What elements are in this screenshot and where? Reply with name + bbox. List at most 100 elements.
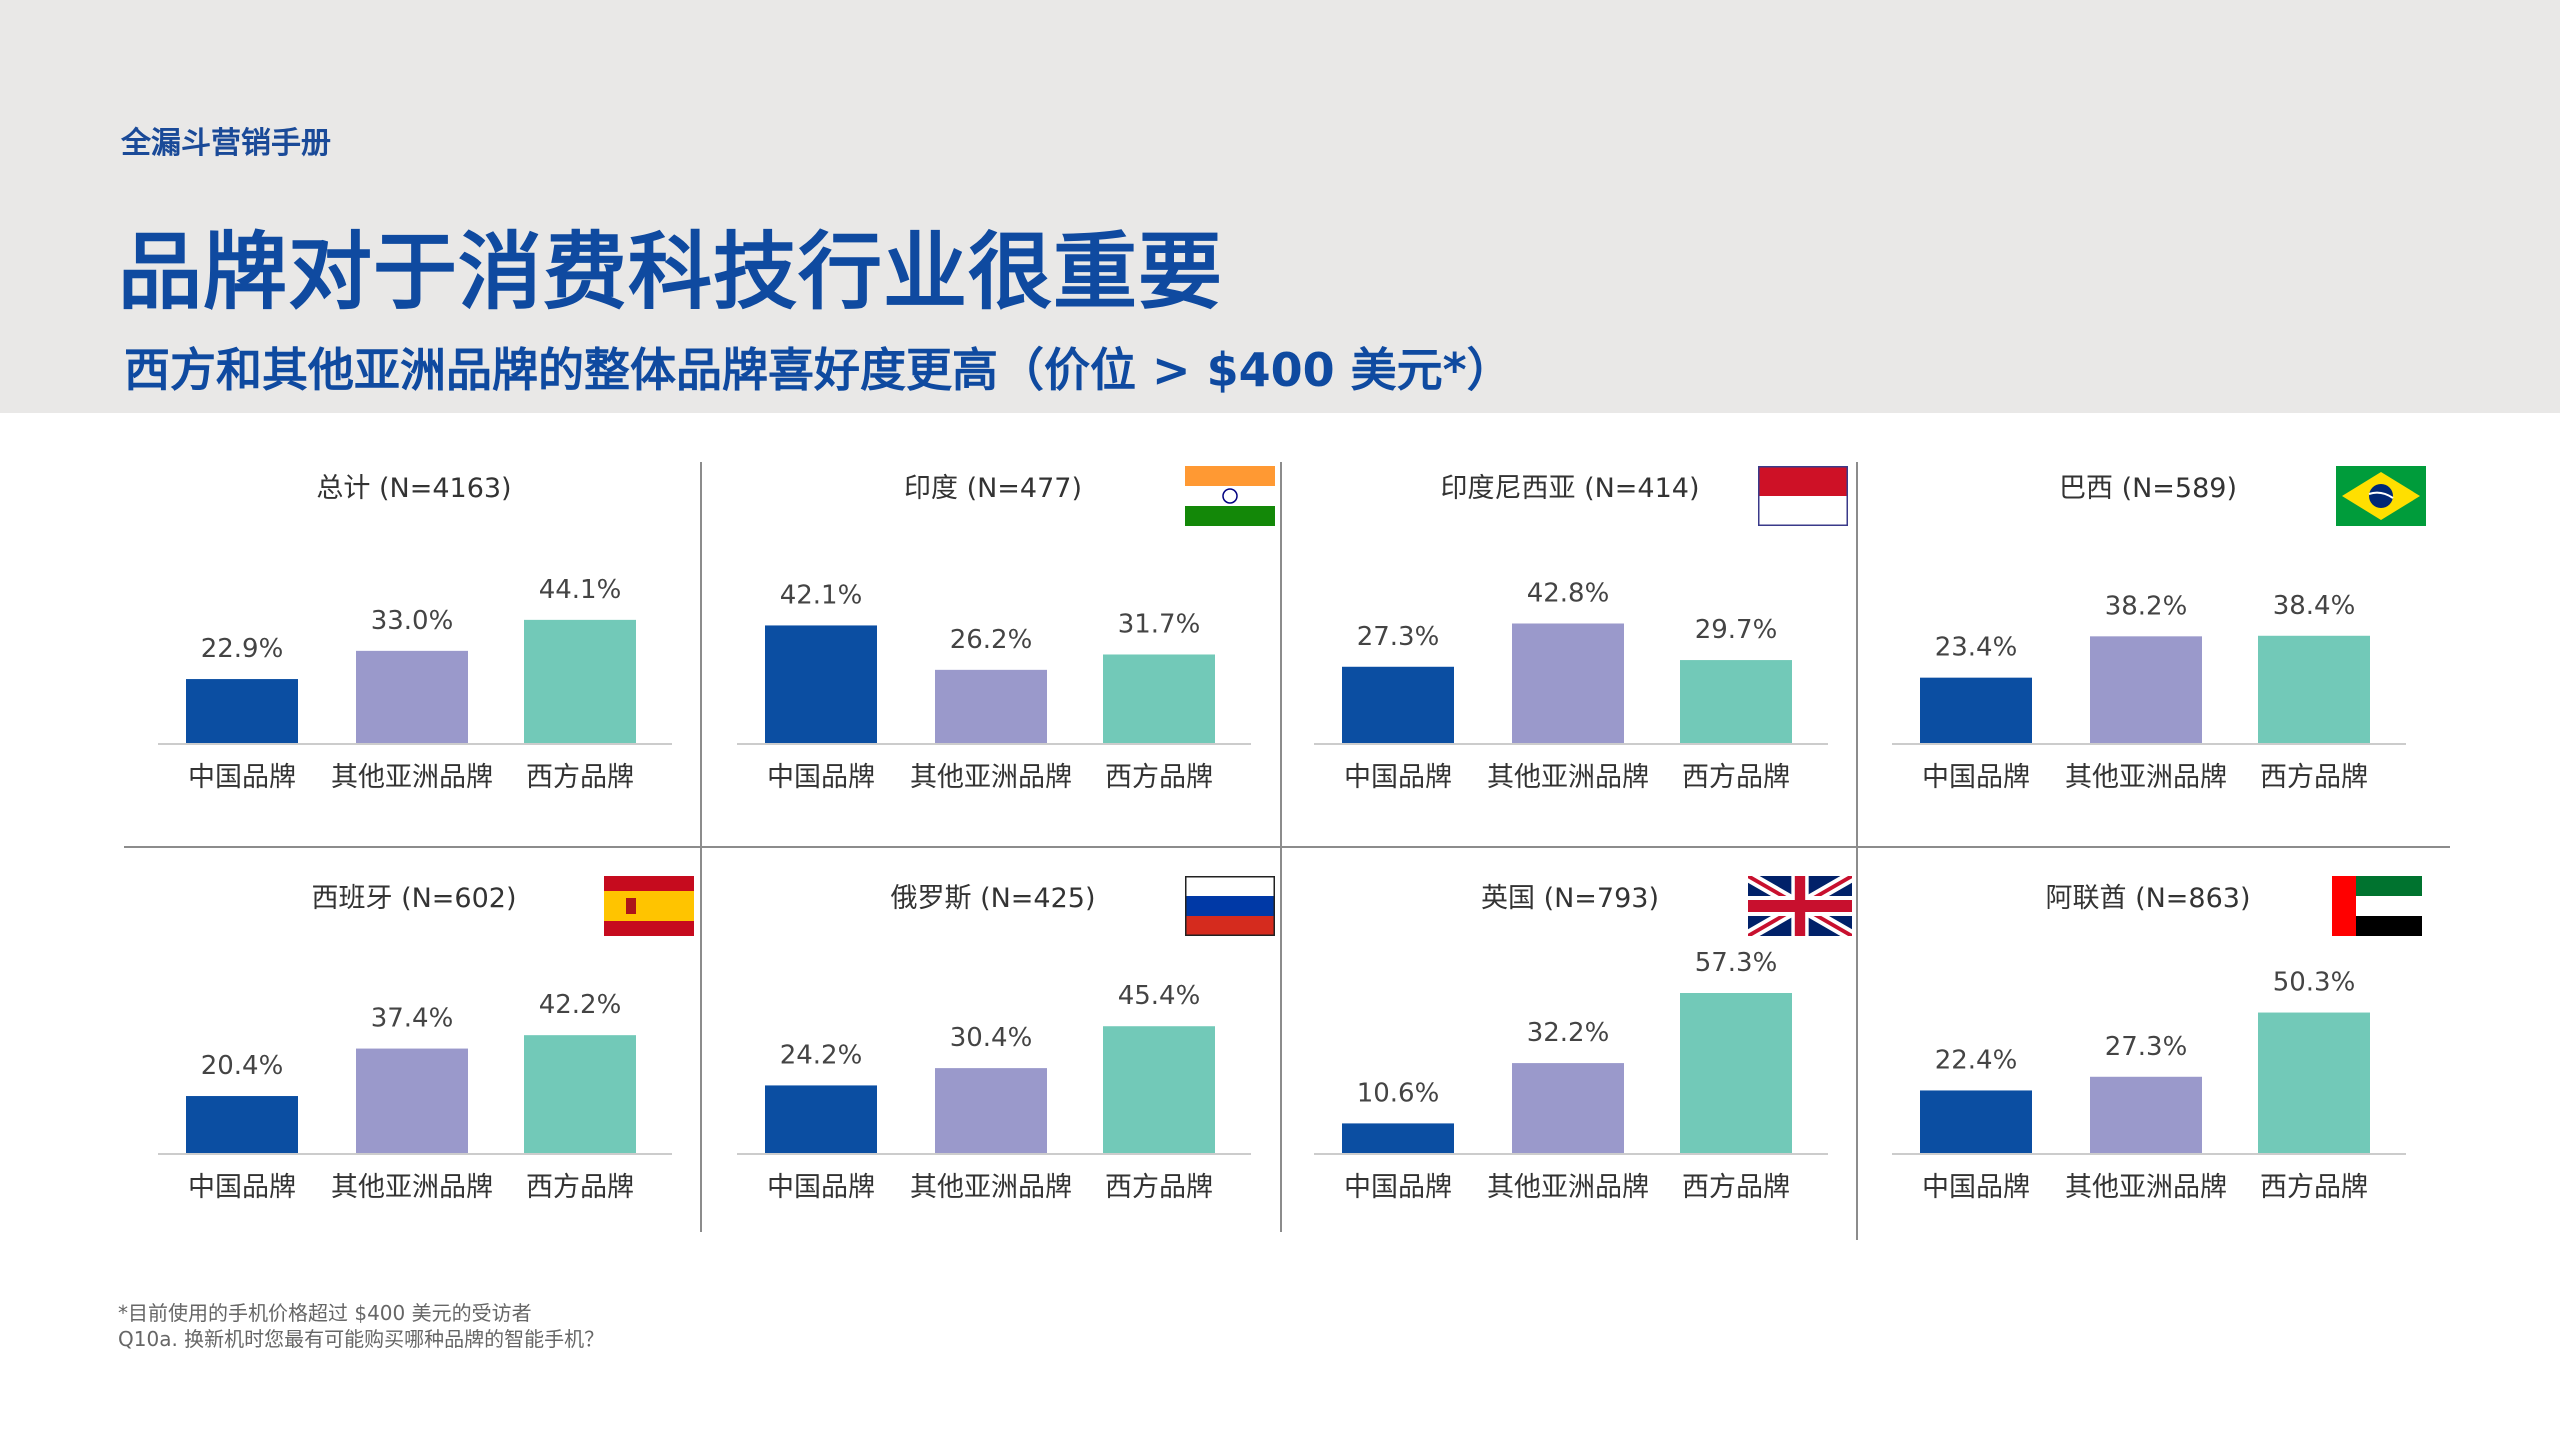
bar-chinese [765, 625, 877, 743]
category-label: 其他亚洲品牌 [910, 762, 1072, 793]
category-label: 其他亚洲品牌 [910, 1172, 1072, 1203]
panel-spain: 西班牙 (N=602) 20.4% 中国品牌 37.4% 其他亚洲品牌 42.2% 西方品… [124, 876, 704, 1276]
panel-title: 西班牙 (N=602) [311, 883, 517, 914]
footnote-question: Q10a. 换新机时您最有可能购买哪种品牌的智能手机？ [118, 1327, 605, 1351]
panel-russia: 俄罗斯 (N=425) 24.2% 中国品牌 30.4% 其他亚洲品牌 45.4% 西方品… [703, 876, 1283, 1276]
bar-western [1103, 1026, 1215, 1153]
header-band: 全漏斗营销手册 品牌对于消费科技行业很重要 西方和其他亚洲品牌的整体品牌喜好度更… [0, 0, 2560, 413]
bar-chinese [1920, 1090, 2032, 1153]
data-label: 38.4% [2273, 591, 2356, 621]
category-label: 其他亚洲品牌 [1487, 1172, 1649, 1203]
bar-other-asian [1512, 623, 1624, 743]
panel-uae: 阿联酋 (N=863) 22.4% 中国品牌 27.3% 其他亚洲品牌 50.3% 西方品… [1858, 876, 2438, 1276]
category-label: 中国品牌 [188, 762, 296, 793]
data-label: 27.3% [1357, 622, 1440, 652]
bar-chinese [1342, 666, 1454, 743]
divider-horizontal [124, 846, 2450, 848]
bar-other-asian [356, 650, 468, 743]
data-label: 22.9% [201, 634, 284, 664]
bar-western [1103, 654, 1215, 743]
bar-chinese [186, 679, 298, 743]
category-label: 中国品牌 [767, 1172, 875, 1203]
bar-western [524, 1035, 636, 1153]
category-label: 西方品牌 [526, 1172, 634, 1203]
spain-flag-icon [604, 876, 694, 936]
data-label: 37.4% [371, 1004, 454, 1034]
data-label: 20.4% [201, 1051, 284, 1081]
category-label: 中国品牌 [1922, 762, 2030, 793]
panel-title: 阿联酋 (N=863) [2045, 883, 2251, 914]
data-label: 10.6% [1357, 1078, 1440, 1108]
category-label: 西方品牌 [1682, 1172, 1790, 1203]
panel-indonesia: 印度尼西亚 (N=414) 27.3% 中国品牌 42.8% 其他亚洲品牌 29.7% 西… [1280, 466, 1860, 866]
data-label: 27.3% [2105, 1032, 2188, 1062]
russia-flag-icon [1185, 876, 1275, 936]
data-label: 42.8% [1527, 578, 1610, 608]
bar-chinese [1342, 1123, 1454, 1153]
bar-chart: 42.1% 中国品牌 26.2% 其他亚洲品牌 31.7% 西方品牌 [737, 580, 1251, 793]
bar-western [1680, 660, 1792, 743]
data-label: 29.7% [1695, 615, 1778, 645]
page-subtitle: 西方和其他亚洲品牌的整体品牌喜好度更高（价位 > $400 美元*） [124, 343, 1513, 397]
data-label: 24.2% [780, 1040, 863, 1070]
category-label: 中国品牌 [1344, 1172, 1452, 1203]
indonesia-flag-icon [1758, 466, 1848, 526]
category-label: 其他亚洲品牌 [331, 762, 493, 793]
category-label: 中国品牌 [188, 1172, 296, 1203]
bar-chinese [1920, 677, 2032, 743]
data-label: 26.2% [950, 625, 1033, 655]
data-label: 57.3% [1695, 948, 1778, 978]
panel-title: 英国 (N=793) [1480, 883, 1659, 914]
panel-india: 印度 (N=477) 42.1% 中国品牌 26.2% 其他亚洲品牌 31.7% 西方品牌 [703, 466, 1283, 866]
data-label: 30.4% [950, 1023, 1033, 1053]
data-label: 45.4% [1118, 981, 1201, 1011]
bar-other-asian [1512, 1063, 1624, 1153]
bar-western [2258, 635, 2370, 743]
panel-title: 俄罗斯 (N=425) [890, 883, 1096, 914]
panel-brazil: 巴西 (N=589) 23.4% 中国品牌 38.2% 其他亚洲品牌 38.4% 西方品牌 [1858, 466, 2438, 866]
category-label: 西方品牌 [2260, 762, 2368, 793]
category-label: 西方品牌 [2260, 1172, 2368, 1203]
data-label: 42.2% [539, 990, 622, 1020]
data-label: 38.2% [2105, 591, 2188, 621]
uk-flag-icon [1748, 876, 1852, 936]
bar-chinese [765, 1085, 877, 1153]
bar-western [2258, 1012, 2370, 1153]
category-label: 西方品牌 [1105, 1172, 1213, 1203]
data-label: 32.2% [1527, 1018, 1610, 1048]
bar-chart: 27.3% 中国品牌 42.8% 其他亚洲品牌 29.7% 西方品牌 [1314, 578, 1828, 793]
data-label: 42.1% [780, 580, 863, 610]
category-label: 其他亚洲品牌 [331, 1172, 493, 1203]
category-label: 其他亚洲品牌 [2065, 762, 2227, 793]
category-label: 西方品牌 [1682, 762, 1790, 793]
bar-chinese [186, 1096, 298, 1153]
category-label: 西方品牌 [526, 762, 634, 793]
india-flag-icon [1185, 466, 1275, 526]
category-label: 其他亚洲品牌 [1487, 762, 1649, 793]
panel-title: 总计 (N=4163) [316, 473, 512, 504]
data-label: 44.1% [539, 575, 622, 605]
bar-other-asian [935, 1068, 1047, 1153]
panel-total: 总计 (N=4163) 22.9% 中国品牌 33.0% 其他亚洲品牌 44.1% 西方品… [124, 466, 704, 866]
panel-uk: 英国 (N=793) 10.6% 中国品牌 32.2% 其他亚洲品牌 57.3% 西方品牌 [1280, 876, 1860, 1276]
data-label: 31.7% [1118, 609, 1201, 639]
bar-other-asian [935, 669, 1047, 743]
bar-other-asian [356, 1048, 468, 1153]
uae-flag-icon [2332, 876, 2422, 936]
category-label: 中国品牌 [1344, 762, 1452, 793]
bar-other-asian [2090, 1076, 2202, 1153]
category-label: 其他亚洲品牌 [2065, 1172, 2227, 1203]
bar-western [524, 619, 636, 743]
category-label: 西方品牌 [1105, 762, 1213, 793]
data-label: 22.4% [1935, 1045, 2018, 1075]
bar-other-asian [2090, 636, 2202, 743]
bar-chart: 22.9% 中国品牌 33.0% 其他亚洲品牌 44.1% 西方品牌 [158, 575, 672, 793]
data-label: 23.4% [1935, 633, 2018, 663]
page-title: 品牌对于消费科技行业很重要 [118, 223, 1224, 321]
brazil-flag-icon [2336, 466, 2426, 526]
panel-title: 印度尼西亚 (N=414) [1440, 473, 1700, 504]
bar-western [1680, 993, 1792, 1153]
bar-chart: 10.6% 中国品牌 32.2% 其他亚洲品牌 57.3% 西方品牌 [1314, 948, 1828, 1203]
panel-title: 印度 (N=477) [903, 473, 1082, 504]
kicker: 全漏斗营销手册 [121, 126, 331, 161]
